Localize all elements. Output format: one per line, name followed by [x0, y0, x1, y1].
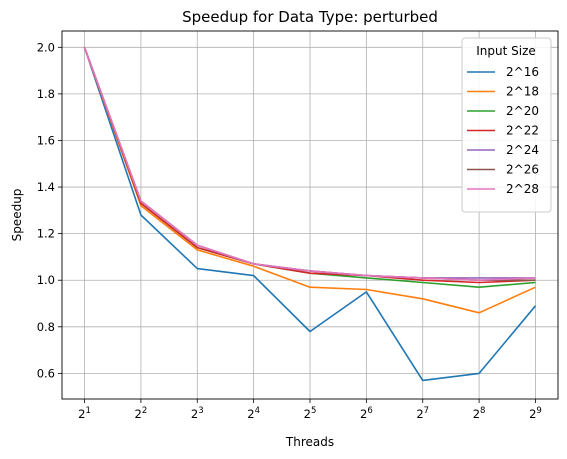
y-tick-label: 0.6	[37, 366, 55, 380]
y-axis-label: Speedup	[10, 189, 24, 242]
legend-box	[461, 37, 552, 213]
series-line-2-28	[83, 47, 536, 282]
x-tick-label: 26	[360, 406, 373, 421]
series-line-2-22	[83, 47, 536, 284]
x-tick-label: 23	[191, 406, 204, 421]
y-tick-label: 1.0	[37, 273, 55, 287]
chart-title: Speedup for Data Type: perturbed	[182, 8, 438, 26]
y-tick-label: 2.0	[37, 40, 55, 54]
y-tick-label: 1.2	[37, 227, 55, 241]
legend-label: 2^18	[506, 85, 539, 99]
x-tick-label: 28	[473, 406, 486, 421]
legend-label: 2^24	[506, 143, 539, 157]
x-tick-label: 29	[529, 406, 542, 421]
x-tick-label: 21	[78, 406, 91, 421]
series-lines	[83, 47, 537, 382]
legend: Input Size 2^16 2^18 2^20 2^22 2^24 2^26 2^28	[461, 37, 552, 213]
legend-label: 2^16	[506, 65, 539, 79]
x-tick-label: 25	[304, 406, 317, 421]
y-tick-label: 0.8	[37, 320, 55, 334]
legend-label: 2^28	[506, 182, 539, 196]
y-tick-label: 1.8	[37, 87, 55, 101]
x-tick-label: 22	[135, 406, 148, 421]
legend-title: Input Size	[476, 44, 536, 58]
series-line-2-16	[83, 47, 537, 382]
x-axis-label: Threads	[285, 435, 334, 449]
x-tick-label: 24	[247, 406, 260, 421]
series-line-2-18	[83, 47, 536, 314]
x-tick-label: 27	[416, 406, 429, 421]
legend-label: 2^26	[506, 163, 539, 177]
y-tick-label: 1.4	[37, 180, 55, 194]
axis-ticks: 21 22 23 24 25 26 27 28 29 0.6 0.8 1.0 1.2 1.4 1.6 1.8 2…	[37, 40, 542, 421]
y-tick-label: 1.6	[37, 133, 55, 147]
legend-label: 2^20	[506, 104, 539, 118]
legend-label: 2^22	[506, 124, 539, 138]
